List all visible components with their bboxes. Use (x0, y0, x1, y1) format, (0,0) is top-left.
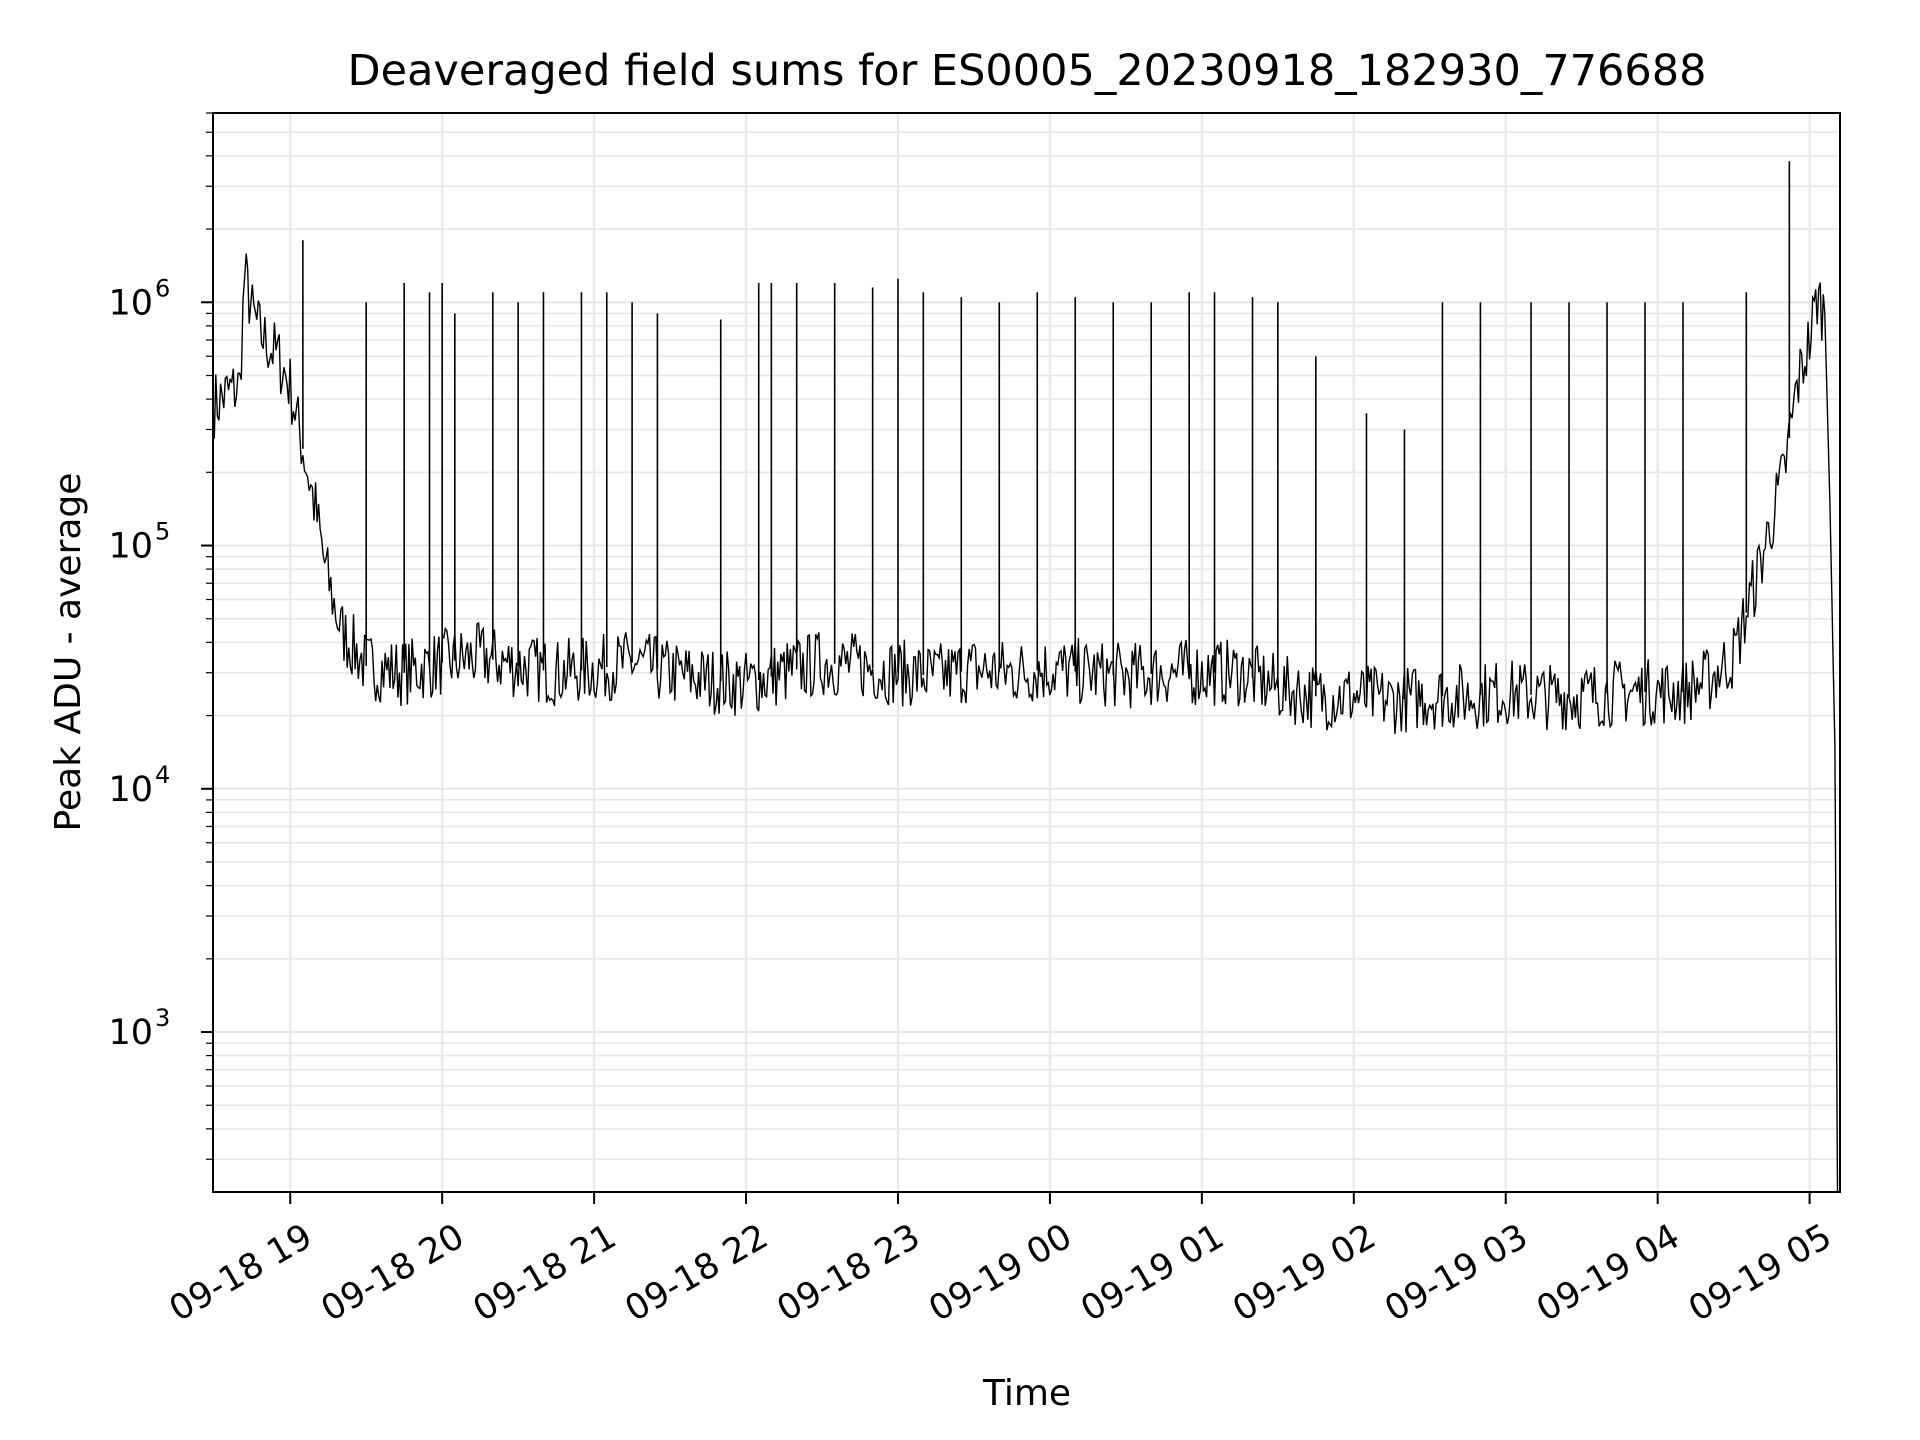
y-axis-label: Peak ADU - average (48, 473, 89, 832)
x-axis-label: Time (982, 1373, 1071, 1414)
y-tick-label: 10 (108, 770, 153, 810)
y-tick-exponent: 6 (155, 274, 170, 302)
y-tick-base: 10 (108, 283, 153, 323)
y-tick-label: 10 (108, 283, 153, 323)
chart-title: Deaveraged field sums for ES0005_2023091… (348, 46, 1707, 96)
data-series-group (213, 161, 1839, 1193)
y-tick-base: 10 (108, 770, 153, 810)
y-tick-label: 10 (108, 527, 153, 567)
y-tick-exponent: 4 (155, 761, 170, 789)
series-baseline-line (213, 253, 1839, 1193)
y-tick-base: 10 (108, 1013, 153, 1053)
y-tick-exponent: 5 (155, 518, 170, 546)
plot-frame (212, 112, 1841, 1193)
y-tick-base: 10 (108, 527, 153, 567)
y-tick-label: 10 (108, 1013, 153, 1053)
y-tick-exponent: 3 (155, 1004, 170, 1032)
